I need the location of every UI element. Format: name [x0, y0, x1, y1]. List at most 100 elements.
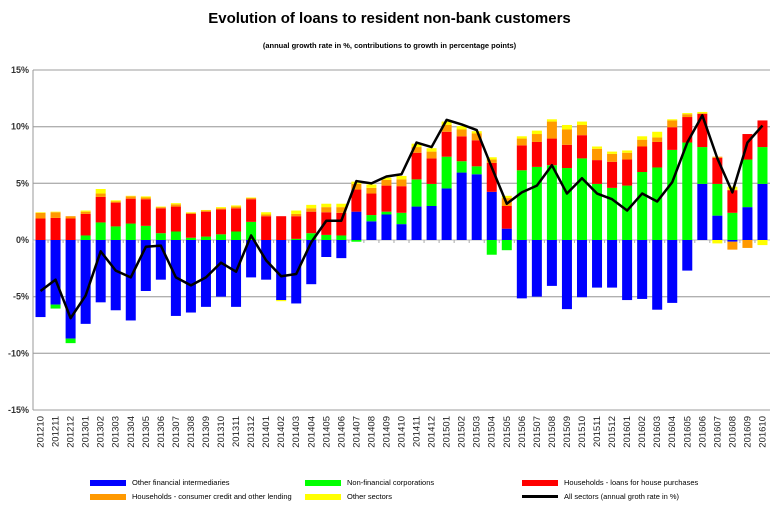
bar-segment [306, 211, 317, 234]
bar-segment [396, 175, 407, 180]
bar-segment [486, 240, 497, 255]
plot-area: -15% -10% -5% 0% 5% 10% 15% 201210 201211 201212 2… [8, 65, 770, 448]
x-tick-label: 201210 [36, 416, 47, 448]
bar-segment [110, 200, 121, 202]
x-tick-label: 201303 [111, 416, 122, 448]
x-tick-label: 201503 [472, 416, 483, 448]
bar-segment [501, 228, 512, 240]
bar-segment [516, 138, 527, 146]
bar-segment [276, 300, 287, 302]
bar-segment [366, 221, 377, 240]
bar-segment [637, 136, 648, 140]
bar-segment [170, 203, 181, 205]
x-tick-label: 201308 [186, 416, 197, 448]
legend-swatch [90, 479, 126, 486]
bar-segment [712, 240, 723, 244]
x-tick-label: 201610 [757, 416, 768, 448]
bar-segment [697, 147, 708, 184]
bar-segment [546, 121, 557, 139]
bar-segment [50, 212, 61, 218]
bar-segment [336, 212, 347, 236]
bar-segment [170, 231, 181, 240]
x-tick-label: 201511 [592, 416, 603, 447]
bar-segment [125, 195, 136, 197]
y-tick-label: -15% [8, 405, 29, 415]
bar-segment [441, 188, 452, 240]
bar-segment [95, 240, 106, 303]
bar-segment [682, 113, 693, 115]
x-tick-label: 201609 [742, 416, 753, 448]
bar-segment [682, 142, 693, 240]
y-tick-label: 10% [11, 122, 29, 132]
bar-segment [486, 159, 497, 163]
bar-segment [576, 158, 587, 240]
bar-segment [576, 240, 587, 298]
bar-segment [637, 240, 648, 299]
bar-segment [125, 240, 136, 321]
bar-segment [95, 222, 106, 240]
legend-swatch [305, 493, 341, 500]
bar-segment [727, 241, 738, 250]
bar-segment [381, 214, 392, 240]
bar-segment [185, 240, 196, 313]
bar-segment [757, 240, 768, 246]
bar-segment [246, 221, 257, 240]
bar-segment [712, 215, 723, 240]
bar-segment [80, 240, 91, 324]
bar-segment [531, 141, 542, 167]
x-tick-label: 201409 [381, 416, 392, 448]
legend-item-ofi: Other financial intermediaries [90, 478, 230, 487]
bar-segment [50, 217, 61, 240]
bar-segment [426, 151, 437, 159]
bar-segment [516, 170, 527, 240]
x-tick-label: 201405 [321, 416, 332, 448]
bar-segment [637, 139, 648, 147]
bar-segment [95, 193, 106, 197]
bar-segment [546, 138, 557, 166]
bar-segment [351, 189, 362, 212]
bar-segment [246, 198, 257, 200]
bar-segment [336, 203, 347, 208]
legend-item-consumer: Households - consumer credit and other l… [90, 492, 292, 501]
bar-segment [321, 207, 332, 213]
bar-segment [471, 133, 482, 141]
bar-segment [140, 199, 151, 226]
bar-segment [110, 201, 121, 203]
bar-segment [516, 145, 527, 171]
bar-segment [185, 213, 196, 238]
bar-segment [35, 212, 46, 213]
bar-segment [396, 224, 407, 240]
x-tick-label: 201307 [171, 416, 182, 448]
bar-segment [607, 151, 618, 154]
bar-segment [110, 240, 121, 311]
x-tick-label: 201606 [697, 416, 708, 448]
bar-segment [50, 240, 61, 305]
bar-segment [697, 111, 708, 114]
bar-segment [667, 120, 678, 128]
bar-segment [95, 189, 106, 194]
bar-segment [592, 148, 603, 161]
bar-segment [381, 185, 392, 212]
bar-segment [411, 179, 422, 207]
x-tick-label: 201410 [397, 416, 408, 448]
legend-swatch [522, 495, 558, 498]
bar-segment [200, 209, 211, 211]
bar-segment [561, 168, 572, 240]
y-tick-label: 0% [16, 235, 29, 245]
x-tick-label: 201506 [517, 416, 528, 448]
bar-segment [366, 193, 377, 216]
bar-segment [667, 240, 678, 303]
bar-segment [456, 126, 467, 130]
bar-segment [667, 127, 678, 150]
legend-label: Non-financial corporations [347, 478, 435, 487]
bar-segment [607, 161, 618, 188]
bar-segment [456, 129, 467, 137]
bar-segment [652, 167, 663, 240]
bar-segment [622, 152, 633, 160]
bar-segment [652, 141, 663, 168]
x-tick-label: 201212 [66, 416, 77, 448]
bar-segment [411, 206, 422, 240]
bar-segment [576, 124, 587, 136]
x-tick-label: 201512 [607, 416, 618, 448]
